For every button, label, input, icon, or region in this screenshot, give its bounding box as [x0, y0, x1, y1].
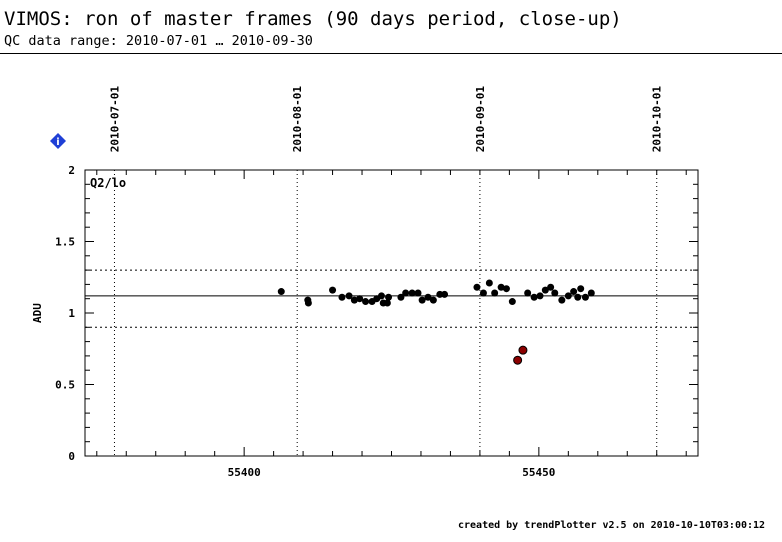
data-point: [362, 298, 370, 306]
data-point: [418, 296, 426, 304]
data-point: [338, 293, 346, 301]
data-point: [570, 288, 578, 296]
date-tick-label: 2010-07-01: [108, 86, 121, 153]
data-point: [485, 279, 493, 287]
data-point: [377, 292, 385, 300]
data-point: [350, 296, 358, 304]
data-point: [536, 292, 544, 300]
data-point: [502, 285, 510, 293]
y-tick-label: 1: [68, 307, 75, 320]
x-tick-label: 55400: [228, 466, 261, 479]
panel-label: Q2/lo: [90, 176, 126, 190]
data-point: [356, 295, 364, 303]
plot-frame: [84, 169, 699, 457]
data-point: [329, 286, 337, 294]
y-tick-label: 1.5: [55, 236, 75, 249]
data-point: [429, 296, 437, 304]
y-tick-label: 0.5: [55, 379, 75, 392]
title-divider: [0, 53, 782, 54]
data-point: [304, 299, 312, 307]
date-tick-label: 2010-08-01: [291, 86, 304, 153]
data-point: [441, 290, 449, 298]
data-point: [551, 289, 559, 297]
outlier-point: [518, 345, 528, 355]
data-point: [491, 289, 499, 297]
data-point: [574, 293, 582, 301]
y-axis-label: ADU: [31, 303, 44, 323]
data-point: [541, 286, 549, 294]
date-tick-label: 2010-10-01: [651, 86, 664, 153]
data-point: [385, 293, 393, 301]
data-point: [277, 288, 285, 296]
data-point: [581, 293, 589, 301]
data-point: [414, 289, 422, 297]
outlier-point: [513, 355, 523, 365]
date-tick-label: 2010-09-01: [474, 86, 487, 153]
data-point: [479, 289, 487, 297]
data-point: [383, 299, 391, 307]
footer-credit: created by trendPlotter v2.5 on 2010-10-…: [458, 520, 766, 531]
info-diamond-icon: [50, 133, 66, 149]
data-point: [564, 292, 572, 300]
data-point: [497, 283, 505, 291]
qc-data-range: QC data range: 2010-07-01 … 2010-09-30: [4, 33, 313, 49]
data-point: [524, 289, 532, 297]
data-point: [558, 296, 566, 304]
data-point: [508, 298, 516, 306]
x-tick-label: 55450: [522, 466, 555, 479]
y-tick-label: 2: [68, 164, 75, 177]
data-point: [424, 293, 432, 301]
info-icon-glyph: i: [56, 137, 59, 148]
page-title: VIMOS: ron of master frames (90 days per…: [4, 8, 622, 30]
data-point: [530, 293, 538, 301]
data-point: [587, 289, 595, 297]
data-point: [402, 289, 410, 297]
y-tick-label: 0: [68, 450, 75, 463]
data-point: [473, 283, 481, 291]
data-point: [345, 292, 353, 300]
data-point: [397, 293, 405, 301]
data-point: [408, 289, 416, 297]
data-point: [547, 283, 555, 291]
data-point: [577, 285, 585, 293]
